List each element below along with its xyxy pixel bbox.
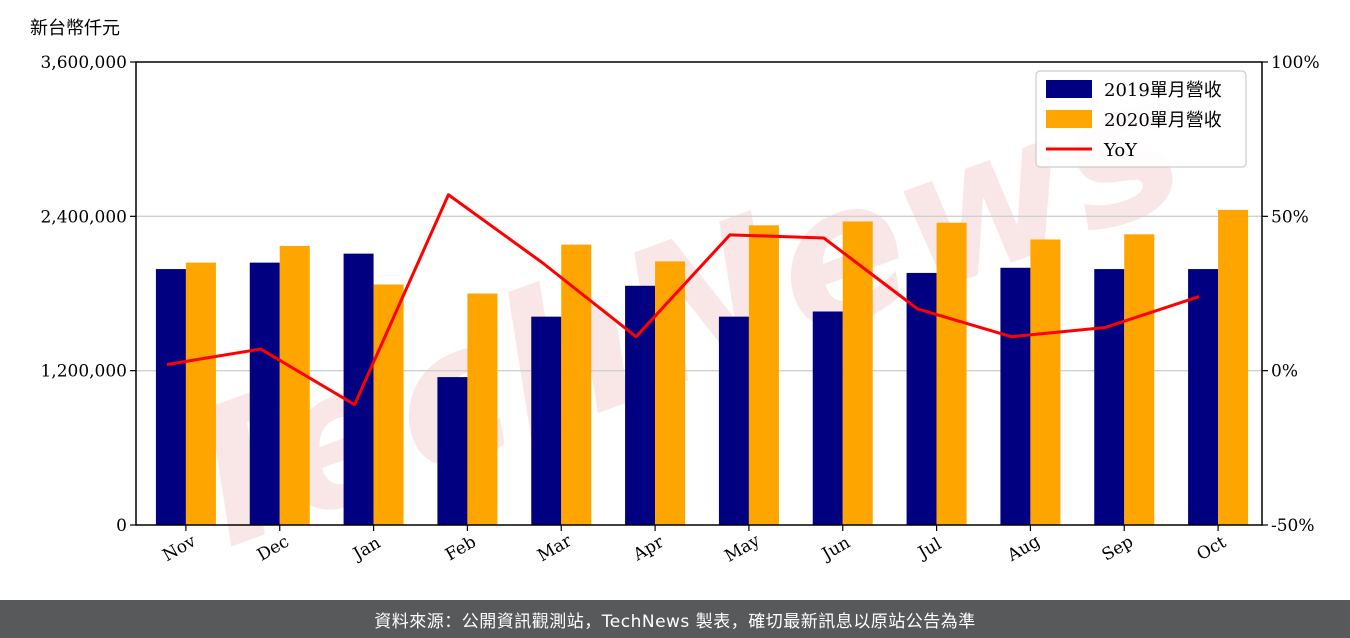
bar-2020-nov	[185, 262, 216, 525]
bar-2019-apr	[625, 285, 656, 525]
grid	[136, 215, 1262, 372]
bar-2019-feb	[437, 377, 468, 525]
legend-label: 2020單月營收	[1104, 110, 1222, 131]
plot-frame	[135, 61, 1263, 526]
x-tick-label-feb: Feb	[442, 532, 480, 565]
bar-2020-jul	[936, 222, 967, 525]
x-tick-label-jul: Jul	[913, 534, 945, 564]
x-tick-label-jun: Jun	[817, 533, 854, 566]
bar-2020-mar	[561, 244, 592, 525]
bar-2020-jan	[373, 284, 404, 525]
x-tick-label-mar: Mar	[534, 531, 576, 567]
bar-2020-aug	[1030, 239, 1061, 525]
bars	[155, 209, 1249, 526]
bar-2020-sep	[1124, 234, 1155, 526]
legend-label: YoY	[1103, 140, 1138, 161]
x-tick-label-apr: Apr	[629, 532, 668, 566]
bar-2019-may	[718, 316, 749, 525]
yoy-polyline	[166, 193, 1200, 407]
x-tick-label-oct: Oct	[1193, 532, 1229, 565]
bar-2019-nov	[155, 269, 186, 525]
bar-2019-oct	[1188, 269, 1219, 525]
x-tick-label-may: May	[721, 531, 764, 567]
yoy-line	[166, 193, 1200, 407]
bar-2020-apr	[655, 261, 686, 525]
bar-2020-dec	[279, 245, 310, 526]
x-tick-label-aug: Aug	[1003, 531, 1044, 566]
y-tick-label: 2,400,000	[40, 207, 127, 227]
bar-2019-jan	[343, 253, 374, 525]
legend-label: 2019單月營收	[1104, 80, 1222, 101]
y2-tick-label: 0%	[1271, 362, 1298, 382]
legend: 2019單月營收 2020單月營收 YoY	[1035, 70, 1247, 168]
y2-tick-label: 100%	[1271, 53, 1320, 73]
y-tick-label: 0	[116, 516, 127, 536]
legend-swatch	[1046, 110, 1092, 128]
bar-2019-aug	[1000, 267, 1031, 525]
y-tick-label: 3,600,000	[40, 53, 127, 73]
y2-tick-label: 50%	[1271, 207, 1309, 227]
y-tick-label: 1,200,000	[40, 362, 127, 382]
bar-2020-jun	[842, 221, 873, 525]
chart: TechNews 01,200,0002,400,0003,600,000-50…	[30, 18, 1320, 600]
y-axis-label: 新台幣仟元	[30, 18, 120, 39]
bar-2020-oct	[1218, 209, 1249, 525]
bar-2019-sep	[1094, 269, 1125, 525]
bar-2020-feb	[467, 293, 498, 525]
bar-2019-dec	[249, 262, 280, 525]
bar-2019-jul	[906, 272, 937, 525]
bar-2019-mar	[531, 316, 562, 525]
y2-tick-label: -50%	[1271, 516, 1315, 536]
bar-2019-jun	[812, 311, 843, 525]
x-tick-label-sep: Sep	[1099, 532, 1137, 566]
bar-2020-may	[748, 225, 779, 525]
source-footer: 資料來源：公開資訊觀測站，TechNews 製表，確切最新訊息以原站公告為準	[0, 600, 1350, 638]
source-text: 資料來源：公開資訊觀測站，TechNews 製表，確切最新訊息以原站公告為準	[374, 611, 976, 632]
axes	[135, 61, 1263, 526]
legend-swatch	[1046, 80, 1092, 98]
